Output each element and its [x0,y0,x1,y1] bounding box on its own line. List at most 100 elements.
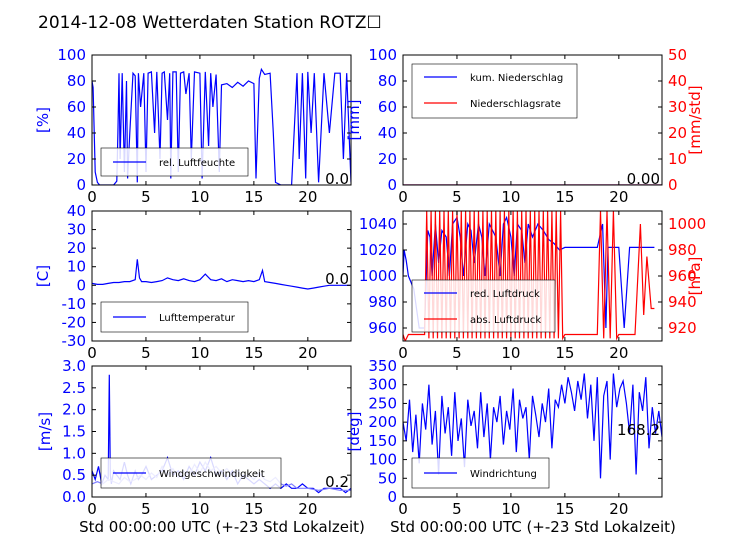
y-right-tick-label: 10 [668,150,687,168]
legend-entry: Windrichtung [470,469,537,480]
y-tick-label: 1020 [359,241,397,259]
x-tick-label: 10 [190,500,209,518]
plot-frame [91,210,352,342]
x-tick-label: 10 [190,188,209,206]
x-tick-label: 5 [452,344,462,362]
x-tick-label: 5 [452,188,462,206]
x-tick-label: 15 [244,188,263,206]
x-tick-label: 15 [555,500,574,518]
y-tick-label: 20 [67,150,86,168]
y-axis-label: [%] [34,107,52,133]
y-tick-label: -10 [62,295,87,313]
plot-frame [402,54,663,186]
legend-entry: abs. Luftdruck [470,315,541,326]
series-group [92,259,351,290]
x-tick-label: 10 [501,188,520,206]
humidity-chart: 0 5 10 15 20 0 20 40 60 80 100 [%] rel. Luftfeuchte 0… [34,46,352,206]
x-tick-label: 0 [87,500,97,518]
y-tick-label: 0.5 [62,466,86,484]
x-tick-label: 20 [298,344,317,362]
y-tick-label: 20 [67,239,86,257]
precipitation-chart: 0 5 10 15 20 0 20 40 60 80 100 0 10 20 30 40 50 [mm/std] [… [345,46,704,206]
temperature-chart: 0 5 10 15 20-30-20-10010203040[C]Lufttempera… [34,202,352,362]
x-tick-label: 5 [141,344,151,362]
legend-entry: Niederschlagsrate [470,99,561,110]
y-tick-label: 250 [368,394,397,412]
y-tick-label: 100 [368,46,397,64]
y-tick-label: 10 [67,258,86,276]
y-tick-label: 0 [76,276,86,294]
y-tick-label: 80 [67,72,86,90]
y-tick-label: 80 [378,72,397,90]
series-line-lufttemperatur [92,259,351,290]
y-tick-label: 40 [67,202,86,220]
y-tick-label: 3.0 [62,357,86,375]
y-tick-label: 100 [368,451,397,469]
x-tick-label: 15 [244,344,263,362]
y-right-tick-label: 980 [668,241,697,259]
x-tick-label: 20 [609,500,628,518]
y-right-tick-label: 50 [668,46,687,64]
legend-entry: rel. Luftfeuchte [159,158,235,169]
y-tick-label: 40 [378,124,397,142]
y-axis-label: [mm] [345,100,363,141]
y-tick-label: 980 [368,293,397,311]
y-tick-label: 200 [368,413,397,431]
x-tick-label: 10 [190,344,209,362]
x-tick-label: 0 [398,500,408,518]
y-tick-label: 0 [387,488,397,506]
plot-frame [402,365,663,498]
x-tick-label: 10 [501,500,520,518]
y-tick-label: -20 [62,313,87,331]
current-value: 0.0 [325,170,349,188]
y-axis-label: [C] [34,265,52,287]
pressure-chart: 0 5 10 15 20 960 980 1000 1020 1040 920 940 960 980 10… [359,210,706,362]
x-tick-label: 5 [452,500,462,518]
y-tick-label: 30 [67,221,86,239]
x-tick-label: 15 [555,188,574,206]
x-tick-label: 20 [298,188,317,206]
x-tick-label: 15 [244,500,263,518]
y-right-tick-label: 920 [668,319,697,337]
x-axis-label-right: Std 00:00:00 UTC (+-23 Std Lokalzeit) [390,518,676,536]
legend-entry: Windgeschwindigkeit [159,469,265,480]
legend-box [411,63,578,119]
y-tick-label: 2.5 [62,379,86,397]
y-tick-label: 960 [368,319,397,337]
y-axis-label: [m/s] [36,412,54,451]
y-tick-label: 0.0 [62,488,86,506]
y-tick-label: 60 [378,98,397,116]
wind-speed-chart: 0 5 10 15 20 0.0 0.5 1.0 1.5 2.0 2.5 3.0 [m/s] Windge… [36,357,352,518]
x-axis-label-left: Std 00:00:00 UTC (+-23 Std Lokalzeit) [79,518,365,536]
series-group [403,373,662,479]
y-right-tick-label: 0 [668,176,678,194]
y-tick-label: 100 [57,46,86,64]
y-tick-label: 350 [368,357,397,375]
x-tick-label: 0 [398,344,408,362]
y-axis-label-right: [hPa] [686,257,704,296]
x-tick-label: 20 [298,500,317,518]
y-tick-label: 1000 [359,267,397,285]
legend-entry: Lufttemperatur [159,313,236,324]
y-right-tick-label: 940 [668,293,697,311]
figure-title: 2014-12-08 Wetterdaten Station ROTZ☐ [38,13,382,33]
x-tick-label: 5 [141,500,151,518]
y-right-tick-label: 960 [668,267,697,285]
current-value: 168.2 [617,421,660,439]
plot-frame [91,54,352,186]
x-tick-label: 0 [87,188,97,206]
y-tick-label: 60 [67,98,86,116]
x-tick-label: 10 [501,344,520,362]
y-tick-label: -30 [62,332,87,350]
y-tick-label: 0 [76,176,86,194]
y-tick-label: 20 [378,150,397,168]
x-tick-label: 0 [87,344,97,362]
y-tick-label: 2.0 [62,401,86,419]
y-axis-label: [deg] [345,412,363,452]
x-tick-label: 15 [555,344,574,362]
y-tick-label: 150 [368,432,397,450]
y-right-tick-label: 40 [668,72,687,90]
y-tick-label: 1.0 [62,444,86,462]
current-value: 0.0 [325,270,349,288]
